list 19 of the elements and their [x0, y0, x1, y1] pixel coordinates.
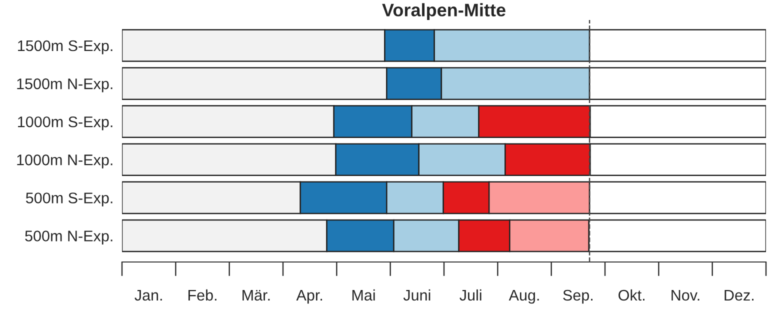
text: Okt.: [618, 289, 644, 301]
text: Jan.: [134, 290, 162, 301]
text: Mai: [352, 289, 375, 301]
text: Nov.: [672, 290, 700, 301]
y-tick-label: 500m N-Exp.: [25, 230, 112, 244]
y-tick-label: 1500m S-Exp.: [18, 40, 112, 54]
y-tick-label: 1000m S-Exp.: [18, 116, 112, 130]
y-tick-label: 500m S-Exp.: [26, 192, 112, 206]
text: Feb.: [188, 289, 216, 301]
text: Sep.: [563, 290, 592, 304]
y-tick-label: 1000m N-Exp.: [17, 154, 112, 168]
chart-title: Voralpen-Mitte: [382, 3, 506, 20]
text: Dez.: [724, 290, 754, 301]
text: Apr.: [296, 290, 322, 304]
text: Juni: [403, 289, 430, 301]
text: Mär.: [242, 290, 270, 301]
text: Aug.: [508, 290, 539, 304]
text: Juli: [460, 289, 482, 301]
y-tick-label: 1500m N-Exp.: [17, 78, 112, 92]
